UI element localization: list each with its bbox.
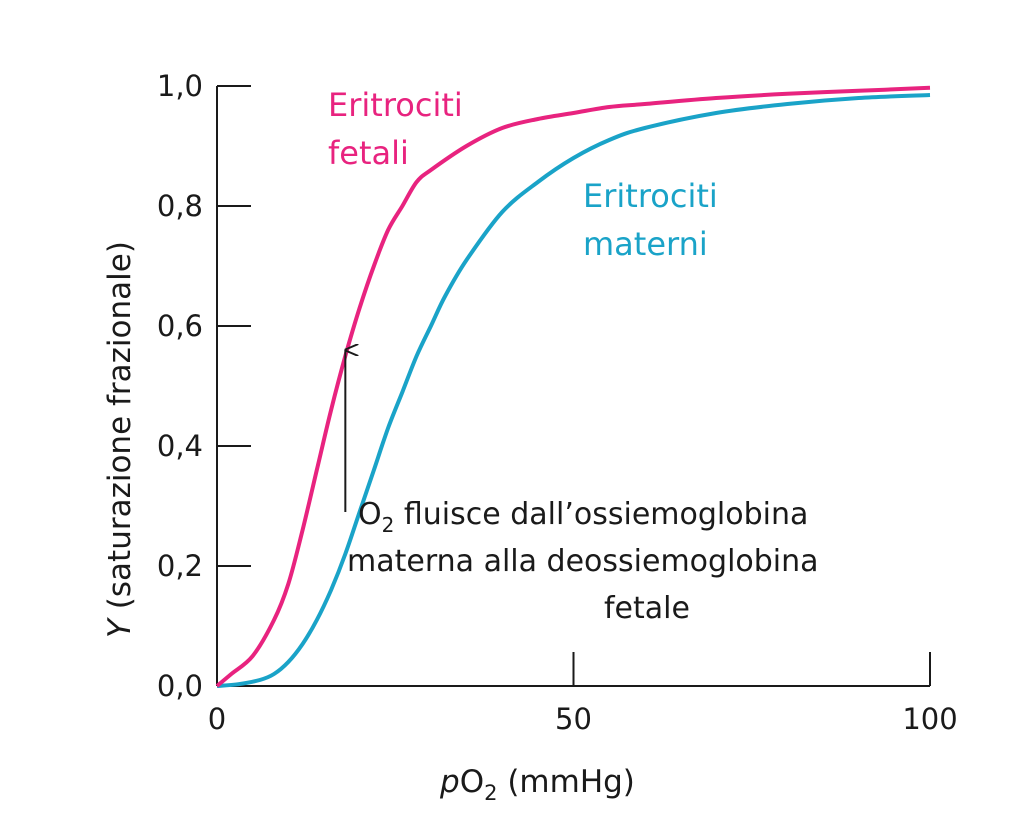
annotation-line-3: fetale xyxy=(604,591,690,626)
fetal-label-line-1: Eritrociti xyxy=(328,86,463,124)
y-tick-label: 0,6 xyxy=(157,309,203,343)
maternal-series-label: Eritrociti materni xyxy=(583,177,728,263)
y-axis-title: Y (saturazione frazionale) xyxy=(102,241,138,638)
y-ticks: 0,0 0,2 0,4 0,6 0,8 1,0 xyxy=(157,69,251,703)
fetal-label-line-2: fetali xyxy=(328,134,409,172)
y-tick-label: 0,4 xyxy=(157,429,203,463)
fetal-erythrocytes-curve xyxy=(215,85,931,688)
annotation-line-1: O2 fluisce dall’ossiemoglobina xyxy=(358,497,808,537)
x-ticks: 0 50 100 xyxy=(208,652,958,736)
x-axis-title-italic: p xyxy=(439,764,460,800)
maternal-label-line-2: materni xyxy=(583,225,708,263)
maternal-label-line-1: Eritrociti xyxy=(583,177,718,215)
annotation-o: O xyxy=(358,497,382,532)
fetal-series-label: Eritrociti fetali xyxy=(328,86,473,172)
x-axis-title-o: O xyxy=(460,764,484,800)
x-axis-title-rest: (mmHg) xyxy=(497,764,634,800)
x-axis-title-sub: 2 xyxy=(484,781,497,805)
y-tick-label: 0,0 xyxy=(157,669,203,703)
x-tick-label: 50 xyxy=(555,702,592,736)
y-tick-label: 1,0 xyxy=(157,69,203,103)
y-axis-title-rest: (saturazione frazionale) xyxy=(102,241,138,619)
y-tick-label: 0,2 xyxy=(157,549,203,583)
maternal-erythrocytes-curve xyxy=(216,93,931,688)
y-axis-title-italic: Y xyxy=(102,617,138,638)
x-tick-label: 100 xyxy=(902,702,957,736)
annotation-line-1-rest: fluisce dall’ossiemoglobina xyxy=(394,497,808,532)
x-axis-title: pO2 (mmHg) xyxy=(439,764,635,805)
y-tick-label: 0,8 xyxy=(157,189,203,223)
x-tick-label: 0 xyxy=(208,702,226,736)
annotation-sub: 2 xyxy=(382,513,395,537)
annotation-line-2: materna alla deossiemoglobina xyxy=(347,544,819,579)
